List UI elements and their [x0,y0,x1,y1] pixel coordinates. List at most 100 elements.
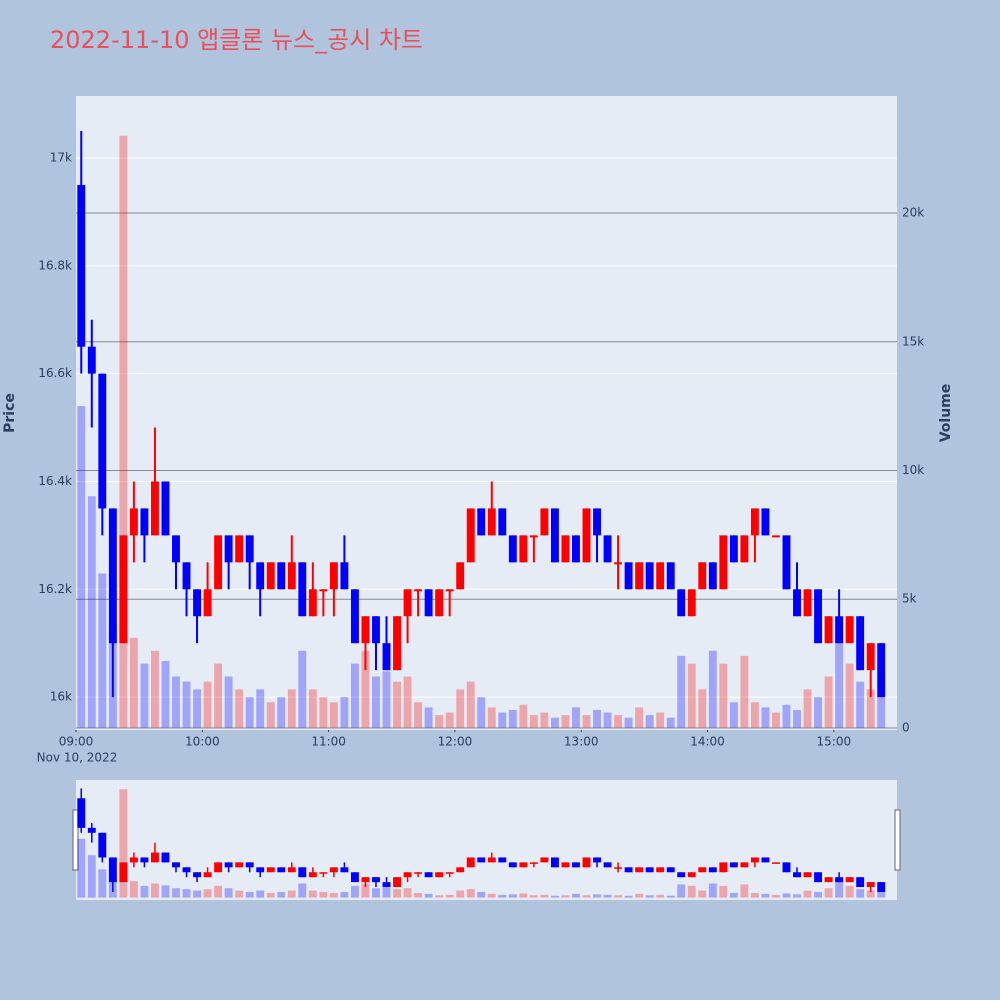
volume-bar [624,717,633,728]
volume-bar [866,689,875,728]
y2-tick-label: 10k [902,463,924,477]
volume-bar [235,689,244,728]
mini-candle-body [477,857,486,863]
mini-candle-body [350,872,359,883]
mini-volume-bar [835,878,844,898]
candle-body [435,589,444,617]
mini-candle-body [656,867,665,873]
mini-volume-bar [403,888,412,898]
mini-volume-bar [824,888,833,898]
candle-body [119,535,128,644]
volume-bar [877,697,886,728]
y-tick-label: 16.4k [38,474,72,488]
volume-bar [708,650,717,728]
mini-volume-bar [245,891,254,898]
volume-bar [382,671,391,728]
x-tick-label: 13:00 [564,735,599,749]
mini-volume-bar [540,894,549,898]
mini-candle-body [372,877,380,883]
mini-candle-body [182,867,191,873]
volume-bar [298,650,307,728]
volume-bar [740,655,749,728]
mini-volume-bar [593,894,601,898]
mini-volume-bar [487,893,496,898]
candle-body [298,562,307,617]
volume-bar [656,712,665,728]
candle-body [445,589,454,592]
mini-candle-body [803,872,812,878]
volume-bar [87,496,96,728]
mini-volume-bar [856,889,865,898]
candle-body [361,616,370,644]
volume-bar [572,707,580,728]
mini-volume-bar [782,893,791,898]
mini-candle-body [235,862,244,868]
mini-volume-bar [172,888,180,898]
candle-body [308,589,317,617]
mini-candle-body [529,862,538,864]
range-slider[interactable] [76,780,897,900]
mini-volume-bar [424,893,433,898]
volume-bar [687,663,696,728]
mini-candle-body [845,877,854,883]
mini-volume-bar [77,838,86,898]
mini-candle-body [403,872,412,878]
candle-body [814,589,823,644]
volume-bar [561,715,570,728]
mini-candle-body [266,867,275,873]
volume-bar [435,715,444,728]
mini-volume-bar [708,883,717,898]
candle-body [793,589,801,617]
mini-candle-body [761,857,770,863]
mini-volume-bar [129,881,138,898]
volume-bar [761,707,770,728]
mini-candle-body [729,862,738,868]
candle-body [140,508,149,536]
y2-tick-label: 20k [902,206,924,220]
mini-candle-body [750,857,759,863]
volume-bar [266,702,275,728]
mini-candle-body [508,862,517,868]
candle-body [729,535,738,563]
mini-candle-body [214,862,223,873]
range-handle[interactable] [894,809,901,871]
mini-candle-body [382,882,391,888]
candle-body [519,535,528,563]
mini-volume-bar [308,890,317,898]
mini-volume-bar [519,893,528,898]
volume-bar [214,663,223,728]
mini-volume-bar [193,890,201,898]
candle-body [508,535,517,563]
volume-bar [403,676,412,728]
candle-body [277,562,286,590]
volume-bar [129,637,138,728]
candle-body [182,562,191,590]
candle-body [803,589,812,617]
volume-bar [582,715,591,728]
candle-body [582,508,591,563]
mini-volume-bar [182,889,191,898]
mini-candle-body [161,852,170,863]
candle-body [498,508,507,536]
candle-body [287,562,296,590]
candle-body [477,508,486,536]
x-tick-label: 14:00 [690,735,725,749]
volume-bar [372,676,380,728]
mini-candle-body [329,867,338,873]
mini-volume-bar [477,891,486,898]
mini-candle-body [814,872,823,883]
mini-volume-bar [87,855,96,898]
candle-body [856,616,865,671]
candle-body [635,562,644,590]
candle-body [656,562,665,590]
volume-bar [835,624,844,728]
range-handle[interactable] [72,809,79,871]
candle-body [708,562,717,590]
volume-bar [193,689,201,728]
volume-bar [498,712,507,728]
mini-volume-bar [498,894,507,898]
candle-body [772,535,780,538]
volume-bar [529,715,538,728]
candle-body [266,562,275,590]
candle-body [414,589,423,592]
